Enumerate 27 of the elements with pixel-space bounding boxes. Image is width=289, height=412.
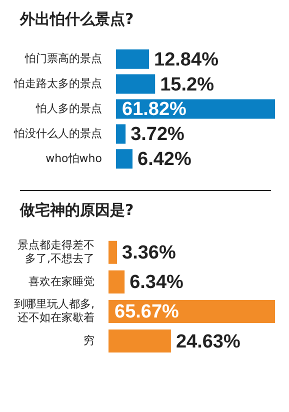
data-label: 3.36% bbox=[122, 242, 176, 264]
data-label: 15.2% bbox=[160, 74, 214, 96]
y-tick-label: 怕走路太多的景点 bbox=[13, 76, 102, 90]
data-label: 24.63% bbox=[176, 331, 240, 352]
y-tick-label: 怕门票高的景点 bbox=[24, 52, 102, 65]
chart-title: 外出怕什么景点? bbox=[18, 9, 135, 30]
data-label: 6.42% bbox=[138, 149, 192, 170]
y-tick-label: 穷 bbox=[83, 334, 94, 347]
y-tick-label: 怕没什么人的景点 bbox=[13, 126, 102, 140]
data-label: 65.67% bbox=[114, 302, 180, 323]
y-tick-label: 喜欢在家睡觉 bbox=[28, 274, 94, 288]
bar bbox=[108, 240, 118, 264]
y-tick-label: who怕who bbox=[46, 152, 102, 165]
bar bbox=[116, 124, 126, 144]
chart-title: 做宅神的原因是? bbox=[18, 200, 135, 221]
bar bbox=[116, 49, 150, 69]
bar bbox=[116, 149, 133, 169]
data-label: 6.34% bbox=[130, 272, 184, 294]
data-label: 12.84% bbox=[154, 49, 219, 70]
y-tick-label: 怕人多的景点 bbox=[35, 102, 102, 115]
y-tick-label: 到哪里玩人都多,还不如在家歇着 bbox=[14, 298, 94, 324]
data-label: 61.82% bbox=[122, 99, 187, 120]
data-label: 3.72% bbox=[130, 124, 185, 146]
bar bbox=[108, 270, 125, 294]
bar bbox=[116, 74, 156, 94]
bar bbox=[108, 330, 171, 353]
y-tick-label: 景点都走得差不多了,不想去了 bbox=[17, 238, 94, 265]
